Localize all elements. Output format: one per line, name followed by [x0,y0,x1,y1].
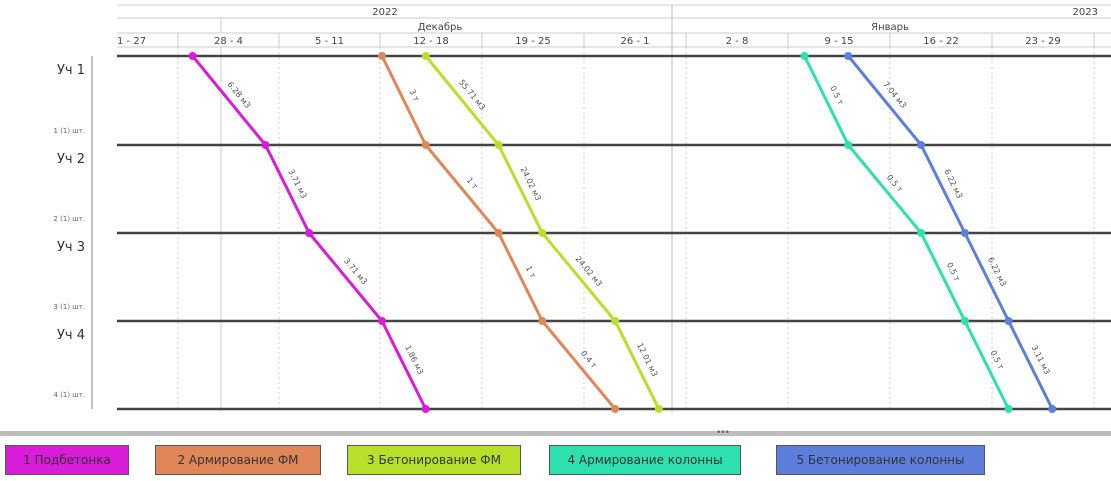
series-point [421,141,430,149]
year-label: 2022 [372,7,397,18]
segment-label: 1 т [465,176,480,191]
series-point [960,229,969,237]
series-point [611,405,620,413]
series-point [494,229,503,237]
series-point [305,229,314,237]
series-point [378,317,386,325]
segment-label: 24.02 м3 [519,166,543,203]
segment-label: 1 т [524,264,538,279]
segment-label: 0.5 т [988,349,1005,371]
week-label: 2 - 8 [726,36,749,47]
week-label: 9 - 15 [824,36,853,47]
series-point [844,141,853,149]
week-label: 28 - 4 [214,36,243,47]
segment-label: 0.5 т [828,84,845,106]
row-count: 2 (1) шт. [53,215,85,223]
series-point [188,52,197,60]
week-label: 16 - 22 [923,36,958,47]
week-label: 26 - 1 [620,36,649,47]
week-label: 23 - 29 [1025,36,1060,47]
series-point [378,52,386,60]
series-point [261,141,270,149]
segment-label: 3.71 м3 [342,256,369,286]
series-point [1004,405,1013,413]
series-point [421,405,430,413]
month-label: Январь [871,22,909,33]
splitter-grip-icon[interactable]: ••• [716,428,730,438]
series-point [917,229,926,237]
segment-label: 0.5 т [945,261,962,283]
legend-item[interactable]: 3 Бетонирование ФМ [347,445,521,475]
row-count: 3 (1) шт. [53,303,85,311]
segment-label: 24.02 м3 [574,254,604,288]
cyclogram-chart: 2022 2023 Декабрь Январь 1 - 27 28 - 4 5 - 11 1… [53,4,1111,413]
row-label: Уч 1 [57,63,85,78]
segment-label: 3 т [407,88,421,103]
segment-label: 6.28 м3 [225,80,252,110]
series-point [421,52,430,60]
legend-item[interactable]: 1 Подбетонка [5,445,129,475]
series-point [538,229,547,237]
legend-item[interactable]: 4 Армирование колонны [549,445,741,475]
week-label: 5 - 11 [315,36,344,47]
row-count: 4 (1) шт. [53,391,85,399]
series-point [960,317,969,325]
segment-label: 12.01 м3 [635,342,659,379]
row-label: Уч 4 [57,328,85,343]
series-point [654,405,663,413]
segment-label: 55.71 м3 [457,78,487,112]
series-point [800,52,809,60]
legend-item[interactable]: 2 Армирование ФМ [155,445,321,475]
week-label: 19 - 25 [515,36,550,47]
week-label: 1 - 27 [117,36,146,47]
series-point [611,317,620,325]
series-point [494,141,503,149]
year-label: 2023 [1073,7,1098,18]
month-label: Декабрь [418,22,463,33]
series-point [1004,317,1013,325]
week-label: 12 - 18 [413,36,448,47]
segment-label: 7.04 м3 [881,80,908,110]
legend-item[interactable]: 5 Бетонирование колонны [776,445,985,475]
panel-splitter[interactable] [0,431,1111,436]
series-point [538,317,547,325]
series-point [917,141,926,149]
row-label: Уч 3 [57,240,85,255]
series-point [844,52,853,60]
row-label: Уч 2 [57,152,85,167]
row-count: 1 (1) шт. [53,127,85,135]
series-point [1048,405,1057,413]
